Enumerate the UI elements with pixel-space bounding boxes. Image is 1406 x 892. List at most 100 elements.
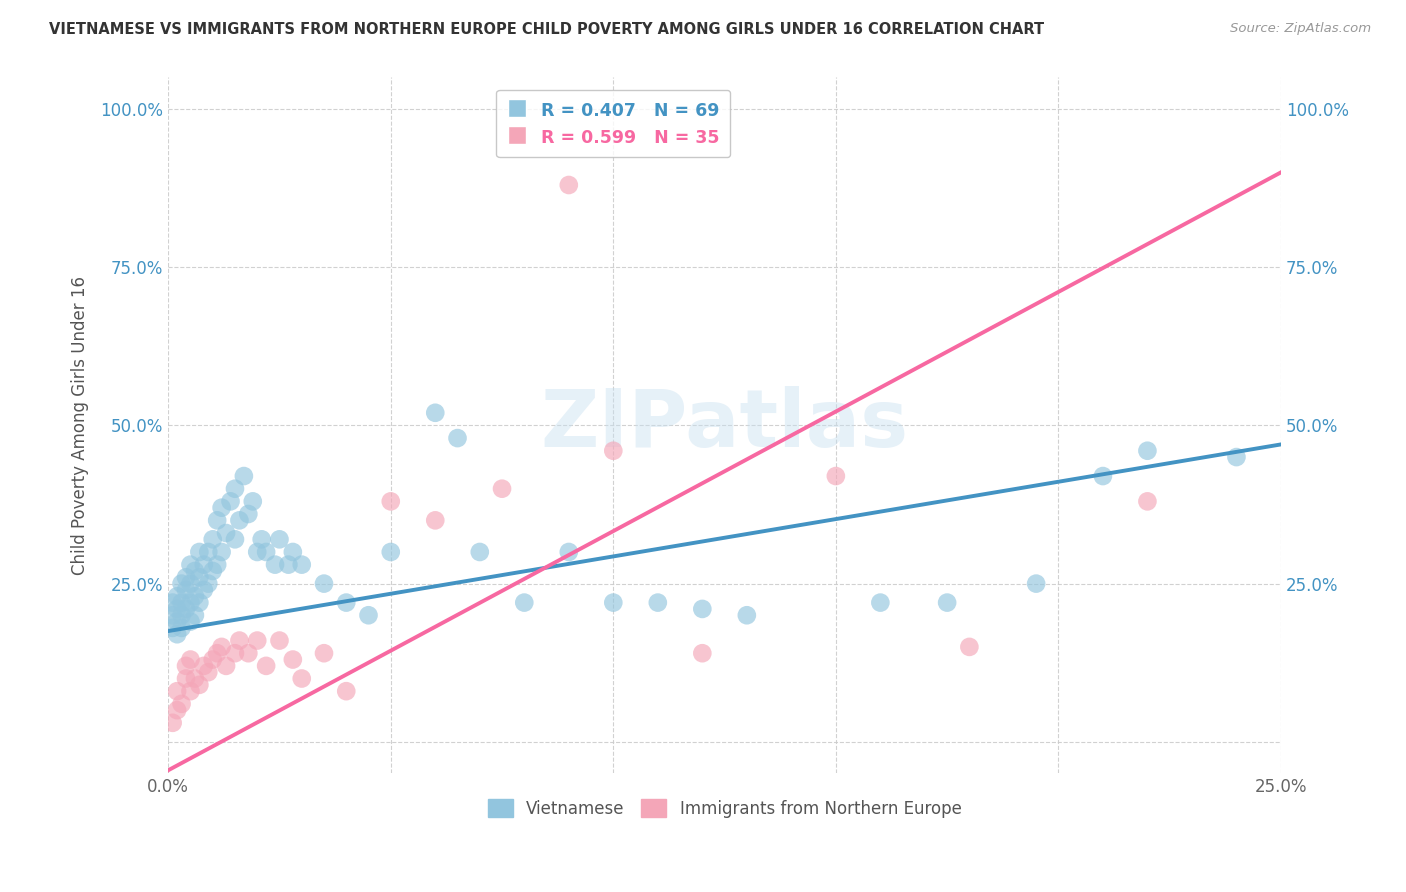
Point xyxy=(166,684,188,698)
Point xyxy=(1136,443,1159,458)
Point xyxy=(205,558,228,572)
Point xyxy=(219,494,242,508)
Point xyxy=(174,582,197,597)
Point xyxy=(254,658,277,673)
Point xyxy=(201,533,224,547)
Point xyxy=(201,652,224,666)
Point xyxy=(281,545,304,559)
Point xyxy=(291,672,314,686)
Point xyxy=(166,703,188,717)
Point xyxy=(166,615,188,629)
Point xyxy=(166,627,188,641)
Point xyxy=(188,570,211,584)
Point xyxy=(269,633,291,648)
Point xyxy=(205,646,228,660)
Point xyxy=(205,513,228,527)
Point xyxy=(1025,576,1047,591)
Point xyxy=(170,608,193,623)
Point xyxy=(174,658,197,673)
Point xyxy=(558,545,581,559)
Point xyxy=(188,678,211,692)
Point xyxy=(468,545,491,559)
Point xyxy=(242,494,264,508)
Point xyxy=(281,652,304,666)
Point xyxy=(179,615,201,629)
Point xyxy=(269,533,291,547)
Point xyxy=(162,608,184,623)
Legend: Vietnamese, Immigrants from Northern Europe: Vietnamese, Immigrants from Northern Eur… xyxy=(481,793,969,824)
Point xyxy=(166,589,188,603)
Point xyxy=(211,640,233,654)
Point xyxy=(824,469,846,483)
Point xyxy=(166,602,188,616)
Point xyxy=(162,596,184,610)
Text: Source: ZipAtlas.com: Source: ZipAtlas.com xyxy=(1230,22,1371,36)
Text: ZIPatlas: ZIPatlas xyxy=(540,386,908,465)
Text: VIETNAMESE VS IMMIGRANTS FROM NORTHERN EUROPE CHILD POVERTY AMONG GIRLS UNDER 16: VIETNAMESE VS IMMIGRANTS FROM NORTHERN E… xyxy=(49,22,1045,37)
Point xyxy=(357,608,380,623)
Point xyxy=(224,533,246,547)
Point xyxy=(254,545,277,559)
Point xyxy=(250,533,273,547)
Point xyxy=(228,513,250,527)
Point xyxy=(224,482,246,496)
Point xyxy=(174,602,197,616)
Point xyxy=(179,596,201,610)
Point xyxy=(224,646,246,660)
Point xyxy=(193,658,215,673)
Point xyxy=(215,658,238,673)
Point xyxy=(179,652,201,666)
Point xyxy=(188,545,211,559)
Point xyxy=(170,576,193,591)
Point xyxy=(162,715,184,730)
Point xyxy=(170,596,193,610)
Point xyxy=(869,596,891,610)
Point xyxy=(1225,450,1247,464)
Point xyxy=(179,558,201,572)
Point xyxy=(197,545,219,559)
Point xyxy=(197,576,219,591)
Point xyxy=(380,545,402,559)
Point xyxy=(162,621,184,635)
Point xyxy=(1091,469,1114,483)
Point xyxy=(735,608,758,623)
Point xyxy=(193,582,215,597)
Point xyxy=(692,602,714,616)
Point xyxy=(425,406,447,420)
Y-axis label: Child Poverty Among Girls Under 16: Child Poverty Among Girls Under 16 xyxy=(72,276,89,575)
Point xyxy=(936,596,959,610)
Point xyxy=(184,608,207,623)
Point xyxy=(1136,494,1159,508)
Point xyxy=(602,443,624,458)
Point xyxy=(174,672,197,686)
Point xyxy=(491,482,513,496)
Point xyxy=(197,665,219,680)
Point xyxy=(647,596,669,610)
Point xyxy=(184,589,207,603)
Point xyxy=(957,640,980,654)
Point xyxy=(380,494,402,508)
Point xyxy=(211,545,233,559)
Point xyxy=(184,672,207,686)
Point xyxy=(246,545,269,559)
Point xyxy=(170,697,193,711)
Point xyxy=(193,558,215,572)
Point xyxy=(335,684,357,698)
Point xyxy=(312,646,335,660)
Point xyxy=(238,507,260,521)
Point xyxy=(232,469,254,483)
Point xyxy=(228,633,250,648)
Point xyxy=(264,558,287,572)
Point xyxy=(215,526,238,541)
Point xyxy=(246,633,269,648)
Point xyxy=(174,570,197,584)
Point xyxy=(692,646,714,660)
Point xyxy=(179,684,201,698)
Point xyxy=(291,558,314,572)
Point xyxy=(446,431,468,445)
Point xyxy=(170,621,193,635)
Point xyxy=(184,564,207,578)
Point xyxy=(277,558,299,572)
Point xyxy=(201,564,224,578)
Point xyxy=(558,178,581,192)
